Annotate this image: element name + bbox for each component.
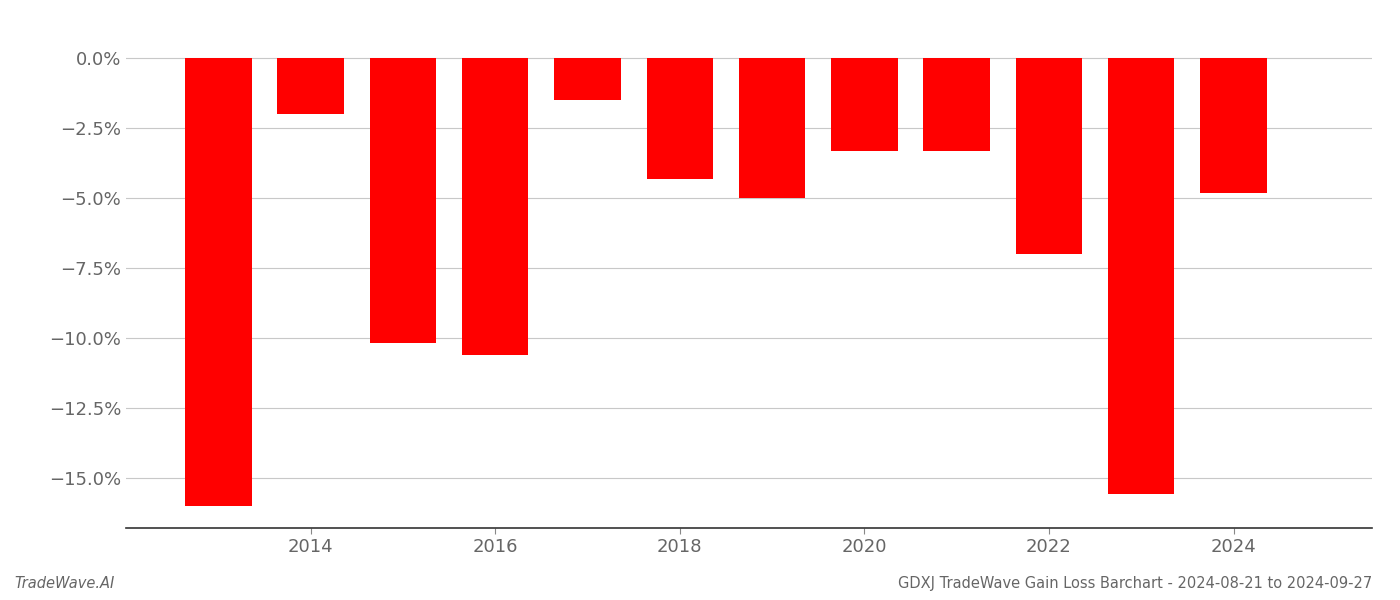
Bar xyxy=(370,58,437,343)
Bar xyxy=(1107,58,1175,494)
Bar xyxy=(554,58,620,100)
Text: GDXJ TradeWave Gain Loss Barchart - 2024-08-21 to 2024-09-27: GDXJ TradeWave Gain Loss Barchart - 2024… xyxy=(897,576,1372,591)
Bar xyxy=(462,58,528,355)
Bar xyxy=(647,58,713,179)
Bar xyxy=(924,58,990,151)
Bar xyxy=(739,58,805,198)
Bar xyxy=(1200,58,1267,193)
Bar xyxy=(185,58,252,506)
Bar xyxy=(832,58,897,151)
Text: TradeWave.AI: TradeWave.AI xyxy=(14,576,115,591)
Bar xyxy=(1016,58,1082,254)
Bar xyxy=(277,58,344,114)
